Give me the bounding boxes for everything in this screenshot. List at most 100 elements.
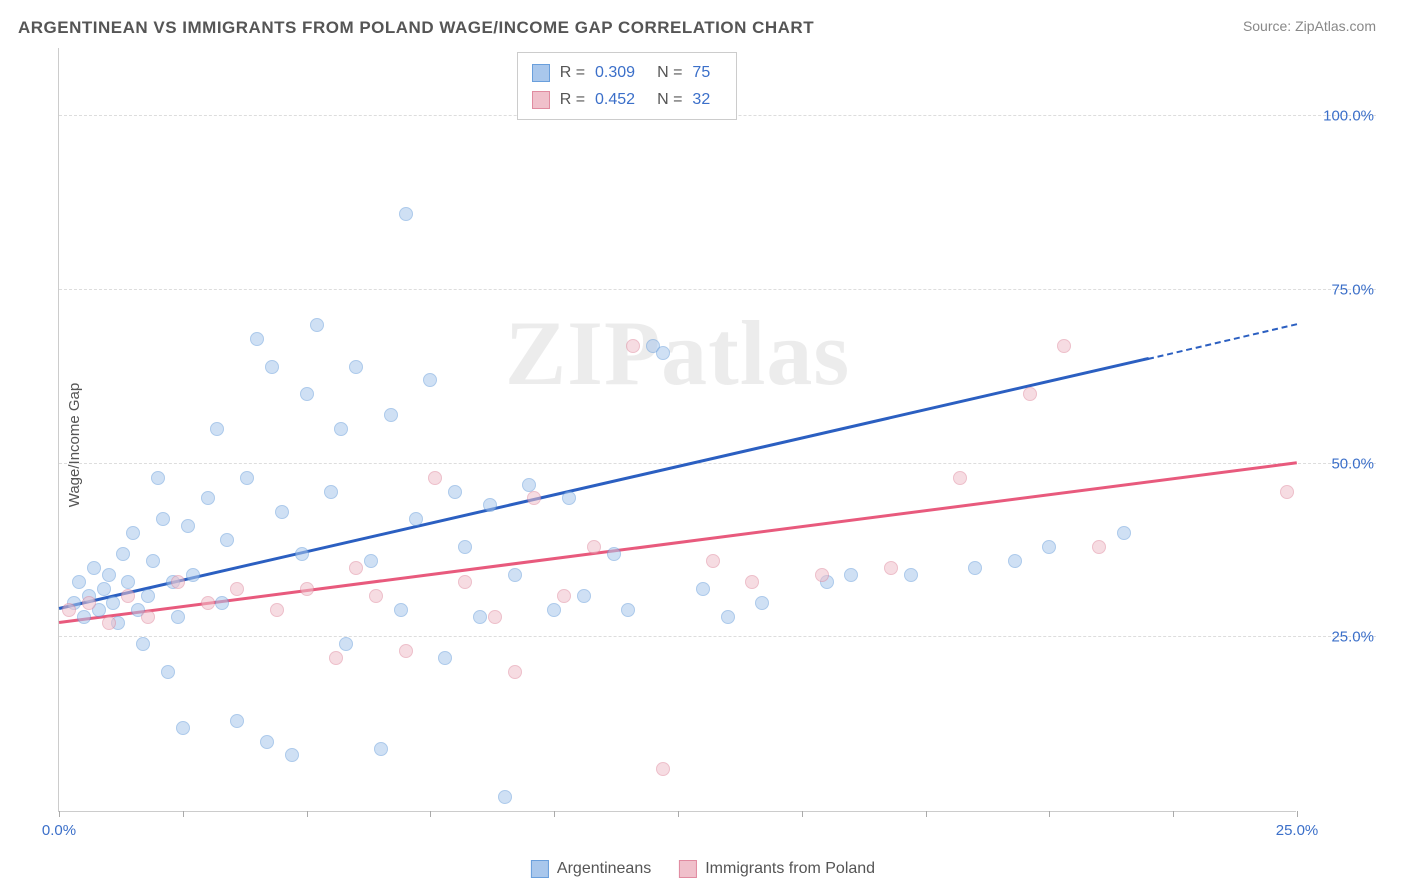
scatter-point — [369, 589, 383, 603]
scatter-point — [557, 589, 571, 603]
legend-label: Argentineans — [557, 860, 651, 878]
x-tick — [678, 811, 679, 817]
scatter-point — [102, 616, 116, 630]
scatter-point — [374, 742, 388, 756]
scatter-point — [300, 387, 314, 401]
scatter-point — [176, 721, 190, 735]
scatter-point — [171, 610, 185, 624]
scatter-point — [87, 561, 101, 575]
watermark-text: ZIPatlas — [505, 300, 850, 406]
scatter-point — [201, 596, 215, 610]
plot-area: ZIPatlas R = 0.309N = 75R = 0.452N = 32 … — [58, 48, 1296, 812]
scatter-point — [884, 561, 898, 575]
gridline — [59, 463, 1376, 464]
scatter-point — [116, 547, 130, 561]
x-tick — [1049, 811, 1050, 817]
scatter-point — [527, 491, 541, 505]
scatter-point — [607, 547, 621, 561]
x-tick — [1297, 811, 1298, 817]
legend-item: Immigrants from Poland — [679, 860, 875, 878]
stat-r-key: R = — [560, 86, 585, 113]
x-tick — [1173, 811, 1174, 817]
scatter-point — [210, 422, 224, 436]
scatter-point — [171, 575, 185, 589]
chart-container: Wage/Income Gap ZIPatlas R = 0.309N = 75… — [18, 48, 1376, 842]
scatter-point — [1008, 554, 1022, 568]
scatter-point — [1042, 540, 1056, 554]
stats-legend-box: R = 0.309N = 75R = 0.452N = 32 — [517, 52, 738, 120]
scatter-point — [215, 596, 229, 610]
scatter-point — [270, 603, 284, 617]
scatter-point — [250, 332, 264, 346]
scatter-point — [136, 637, 150, 651]
x-tick-label: 0.0% — [42, 822, 76, 839]
scatter-point — [324, 485, 338, 499]
scatter-point — [275, 505, 289, 519]
scatter-point — [300, 582, 314, 596]
trend-line — [59, 461, 1297, 623]
scatter-point — [230, 582, 244, 596]
scatter-point — [334, 422, 348, 436]
scatter-point — [844, 568, 858, 582]
scatter-point — [1280, 485, 1294, 499]
legend-swatch — [532, 91, 550, 109]
scatter-point — [77, 610, 91, 624]
legend-item: Argentineans — [531, 860, 651, 878]
x-tick — [802, 811, 803, 817]
scatter-point — [126, 526, 140, 540]
scatter-point — [1092, 540, 1106, 554]
bottom-legend: Argentineans Immigrants from Poland — [531, 860, 875, 878]
y-tick-label: 100.0% — [1323, 108, 1374, 125]
stat-r-value: 0.452 — [595, 86, 635, 113]
scatter-point — [310, 318, 324, 332]
scatter-point — [656, 762, 670, 776]
scatter-point — [458, 575, 472, 589]
scatter-point — [745, 575, 759, 589]
scatter-point — [423, 373, 437, 387]
scatter-point — [696, 582, 710, 596]
scatter-point — [399, 207, 413, 221]
scatter-point — [626, 339, 640, 353]
scatter-point — [522, 478, 536, 492]
y-tick-label: 25.0% — [1331, 629, 1374, 646]
trend-line — [59, 357, 1149, 609]
scatter-point — [498, 790, 512, 804]
legend-label: Immigrants from Poland — [705, 860, 875, 878]
scatter-point — [1023, 387, 1037, 401]
scatter-point — [428, 471, 442, 485]
scatter-point — [364, 554, 378, 568]
x-tick — [554, 811, 555, 817]
scatter-point — [72, 575, 86, 589]
scatter-point — [483, 498, 497, 512]
scatter-point — [121, 589, 135, 603]
x-tick — [430, 811, 431, 817]
scatter-point — [656, 346, 670, 360]
stat-r-key: R = — [560, 59, 585, 86]
x-tick — [183, 811, 184, 817]
legend-swatch — [531, 860, 549, 878]
scatter-point — [220, 533, 234, 547]
scatter-point — [394, 603, 408, 617]
scatter-point — [1057, 339, 1071, 353]
stats-row: R = 0.452N = 32 — [532, 86, 723, 113]
scatter-point — [473, 610, 487, 624]
scatter-point — [146, 554, 160, 568]
scatter-point — [121, 575, 135, 589]
y-tick-label: 75.0% — [1331, 282, 1374, 299]
stat-n-value: 32 — [692, 86, 710, 113]
stat-n-value: 75 — [692, 59, 710, 86]
scatter-point — [141, 610, 155, 624]
scatter-point — [97, 582, 111, 596]
scatter-point — [438, 651, 452, 665]
scatter-point — [141, 589, 155, 603]
scatter-point — [547, 603, 561, 617]
scatter-point — [562, 491, 576, 505]
y-tick-label: 50.0% — [1331, 455, 1374, 472]
scatter-point — [329, 651, 343, 665]
scatter-point — [587, 540, 601, 554]
scatter-point — [186, 568, 200, 582]
source-label: Source: ZipAtlas.com — [1243, 18, 1376, 34]
scatter-point — [161, 665, 175, 679]
scatter-point — [181, 519, 195, 533]
x-tick — [59, 811, 60, 817]
